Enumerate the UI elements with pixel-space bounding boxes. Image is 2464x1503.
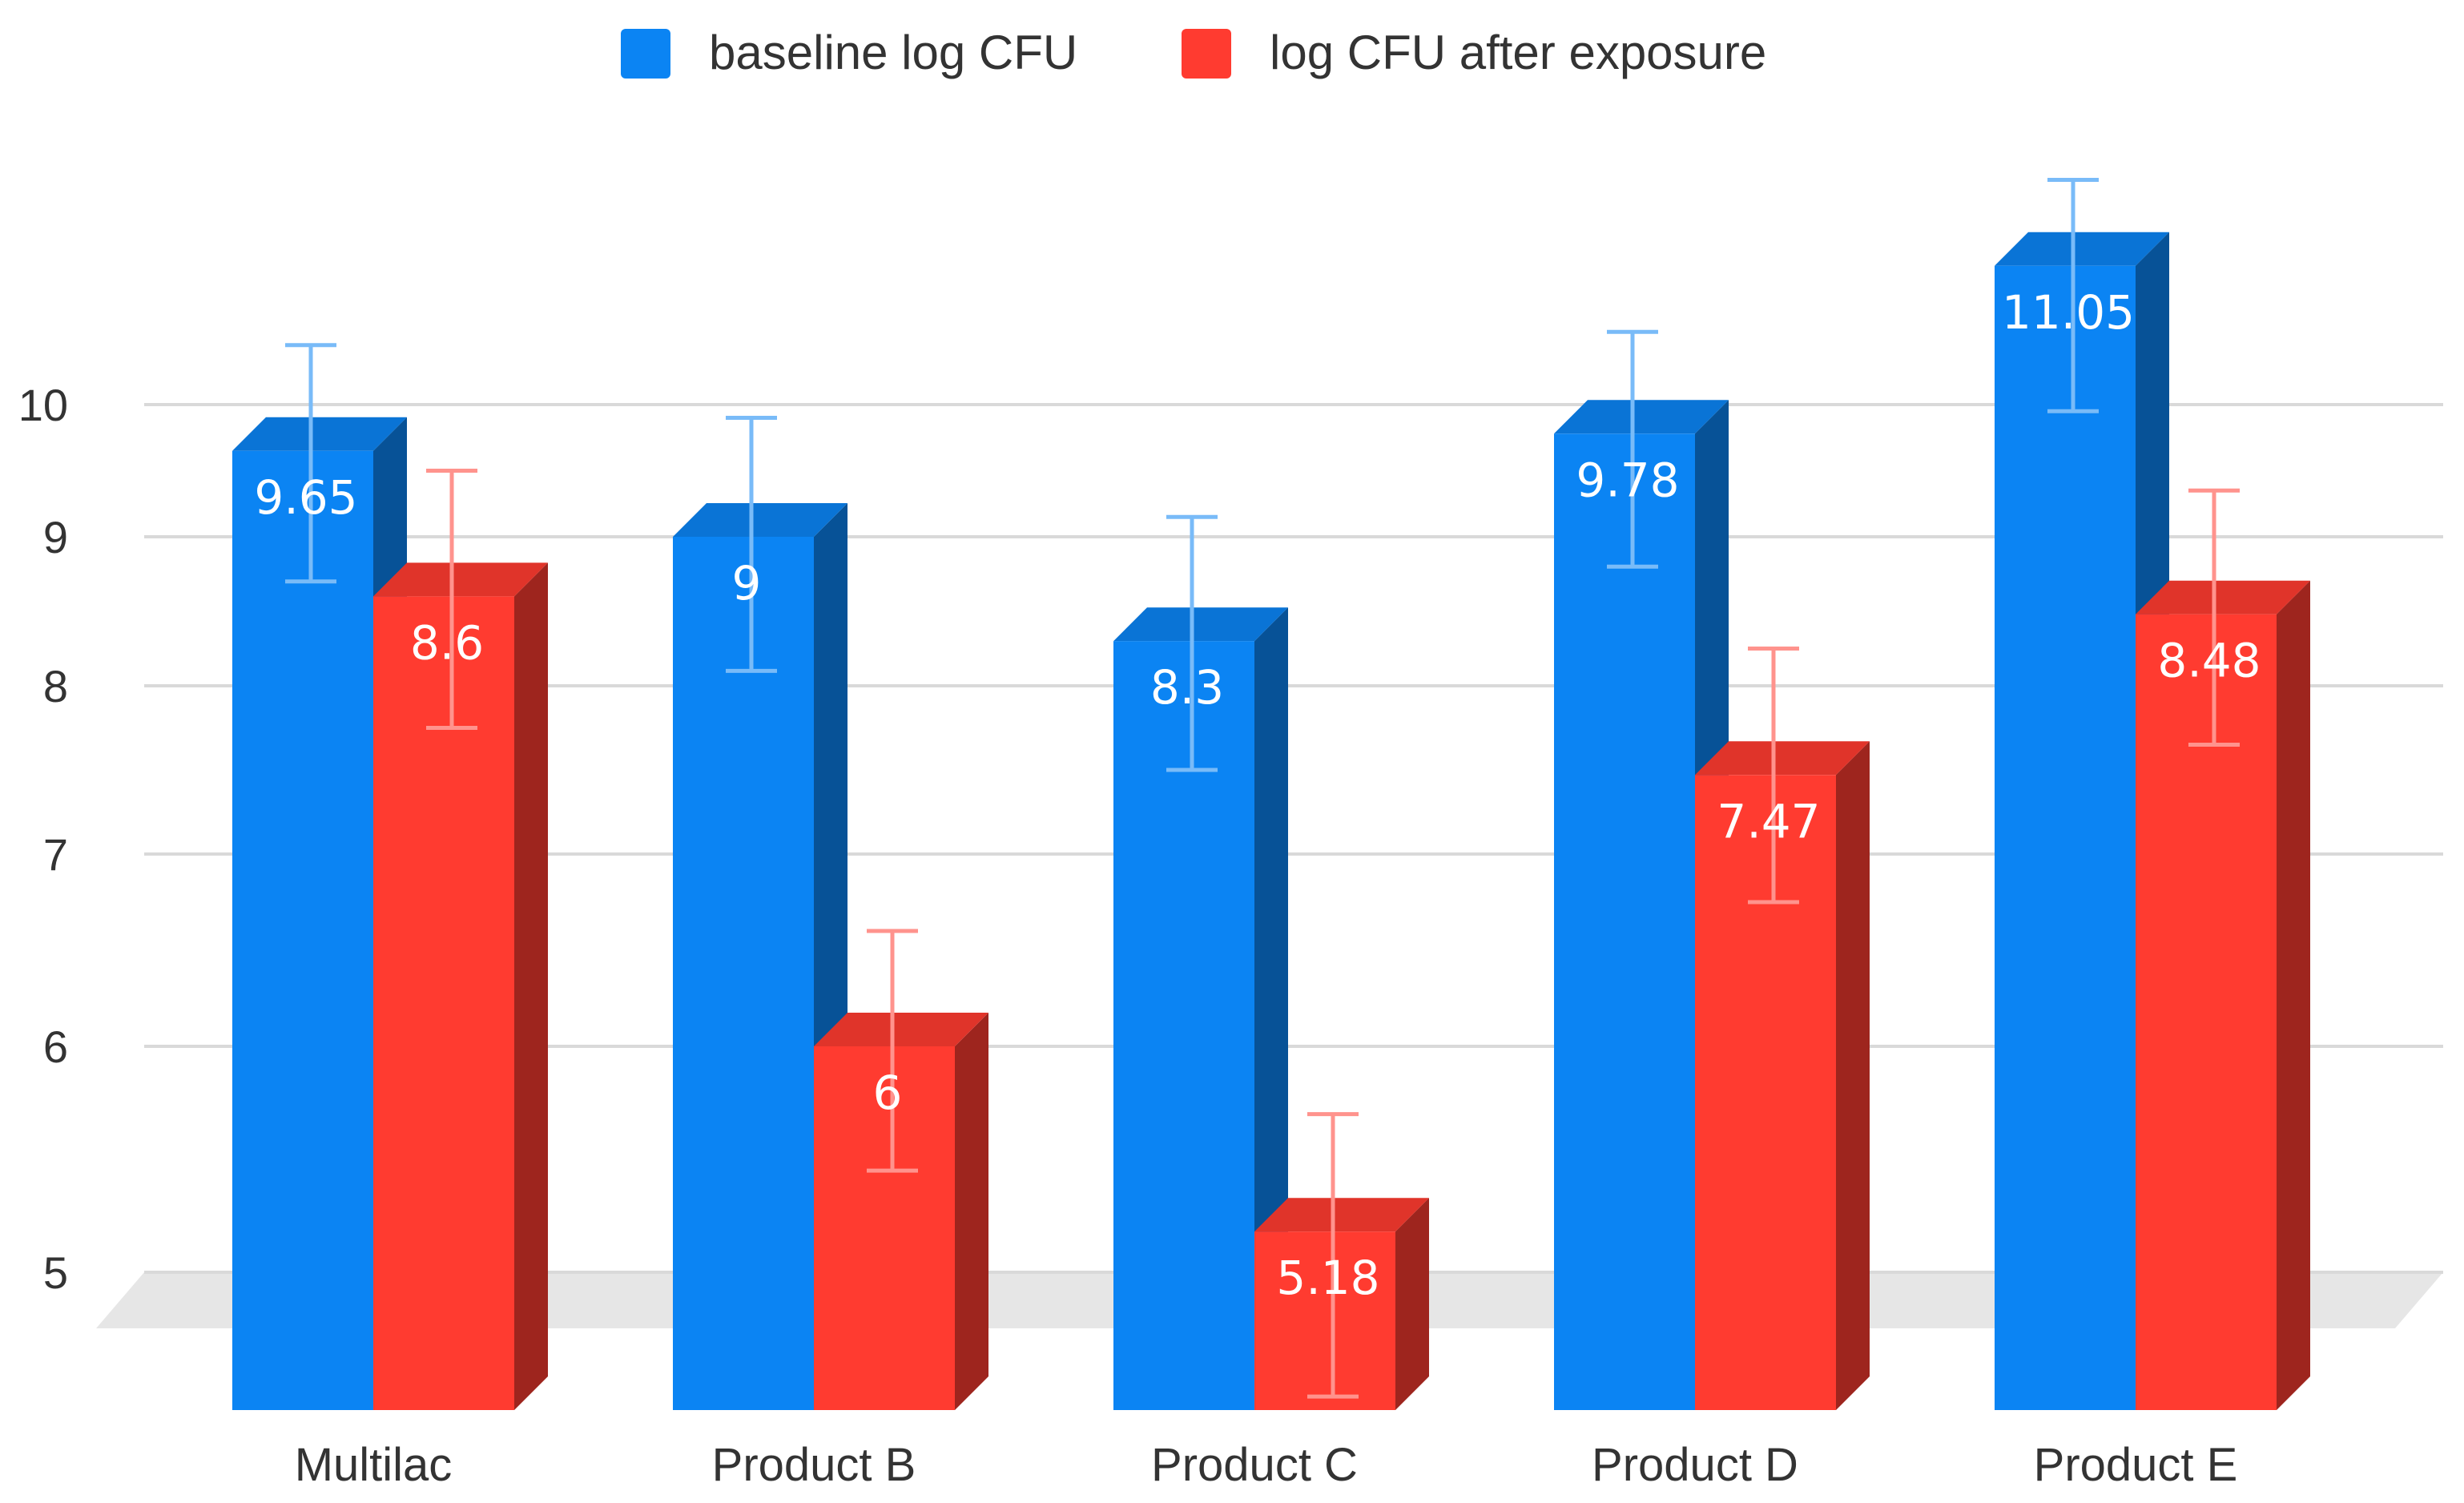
bar-top	[2136, 580, 2310, 614]
error-bar	[1748, 647, 1799, 905]
error-bar	[426, 469, 477, 730]
data-label: 6	[873, 1066, 903, 1120]
data-label: 7.47	[1717, 794, 1820, 848]
bar-top	[232, 417, 407, 451]
bar-top	[1254, 1198, 1429, 1232]
bar-front	[1113, 641, 1254, 1410]
error-bar	[2047, 178, 2099, 413]
error-bar	[285, 343, 336, 584]
legend-item-baseline: baseline log CFU	[621, 26, 1077, 79]
bar-front	[232, 450, 373, 1410]
bar-side	[1395, 1198, 1429, 1410]
y-axis: 5 6 7 8 9 10	[18, 380, 68, 1298]
x-tick-label: Product B	[712, 1439, 916, 1491]
legend: baseline log CFU log CFU after exposure	[621, 26, 1766, 79]
bar-product-b-after: 6	[814, 929, 988, 1410]
bar-top	[373, 562, 548, 597]
y-tick-label: 6	[43, 1021, 68, 1072]
error-bar	[1307, 1112, 1359, 1399]
y-tick-label: 10	[18, 380, 68, 430]
bar-side	[514, 562, 548, 1410]
bar-front	[1254, 1231, 1395, 1410]
bar-side	[1836, 741, 1870, 1410]
data-label: 5.18	[1276, 1251, 1379, 1305]
x-tick-label: Multilac	[295, 1439, 453, 1491]
data-label: 8.6	[410, 615, 484, 670]
x-tick-label: Product E	[2034, 1439, 2238, 1491]
error-bar	[1607, 329, 1658, 569]
error-bar	[2188, 488, 2240, 747]
bar-top	[673, 503, 848, 537]
data-label: 11.05	[2002, 285, 2135, 340]
x-tick-label: Product D	[1592, 1439, 1798, 1491]
bar-front	[814, 1046, 955, 1410]
bar-series: 9.65 8.6 9 6 8.3 5.18 9.78 7.47 11.05 8.48	[232, 178, 2310, 1410]
legend-label: baseline log CFU	[709, 26, 1077, 79]
bar-multilac-after: 8.6	[373, 469, 548, 1410]
bar-product-c-baseline: 8.3	[1113, 514, 1288, 1410]
legend-label: log CFU after exposure	[1270, 26, 1766, 79]
bar-front	[673, 537, 814, 1410]
data-label: 9.78	[1576, 453, 1679, 507]
error-bar	[867, 929, 918, 1173]
error-bar	[726, 416, 777, 673]
y-tick-label: 9	[43, 512, 68, 562]
bar-top	[1554, 400, 1729, 434]
bar-side	[955, 1013, 988, 1410]
bar-top	[1995, 232, 2169, 266]
data-label: 9.65	[254, 470, 357, 525]
bar-top	[1113, 607, 1288, 642]
y-tick-label: 7	[43, 829, 68, 880]
legend-item-after: log CFU after exposure	[1182, 26, 1766, 79]
bar-product-d-after: 7.47	[1695, 647, 1870, 1410]
bar-front	[1695, 775, 1836, 1410]
bar-product-c-after: 5.18	[1254, 1112, 1429, 1410]
y-tick-label: 8	[43, 661, 68, 711]
data-label: 8.3	[1150, 660, 1224, 715]
bar-top	[1695, 741, 1870, 776]
data-label: 8.48	[2157, 634, 2261, 688]
x-axis: Multilac Product B Product C Product D Produ…	[295, 1439, 2238, 1491]
bar-front	[373, 596, 514, 1410]
bar-product-d-baseline: 9.78	[1554, 329, 1729, 1410]
error-bar	[1166, 514, 1218, 772]
bar-front	[2136, 614, 2277, 1410]
bar-top	[814, 1013, 988, 1046]
data-label: 9	[732, 556, 762, 610]
bar-front	[1554, 433, 1695, 1410]
y-tick-label: 5	[43, 1247, 68, 1298]
x-tick-label: Product C	[1151, 1439, 1358, 1491]
legend-swatch	[621, 29, 670, 79]
bar-product-e-after: 8.48	[2136, 488, 2310, 1410]
legend-swatch	[1182, 29, 1231, 79]
bar-front	[1995, 265, 2136, 1410]
bar-side	[2277, 580, 2310, 1410]
